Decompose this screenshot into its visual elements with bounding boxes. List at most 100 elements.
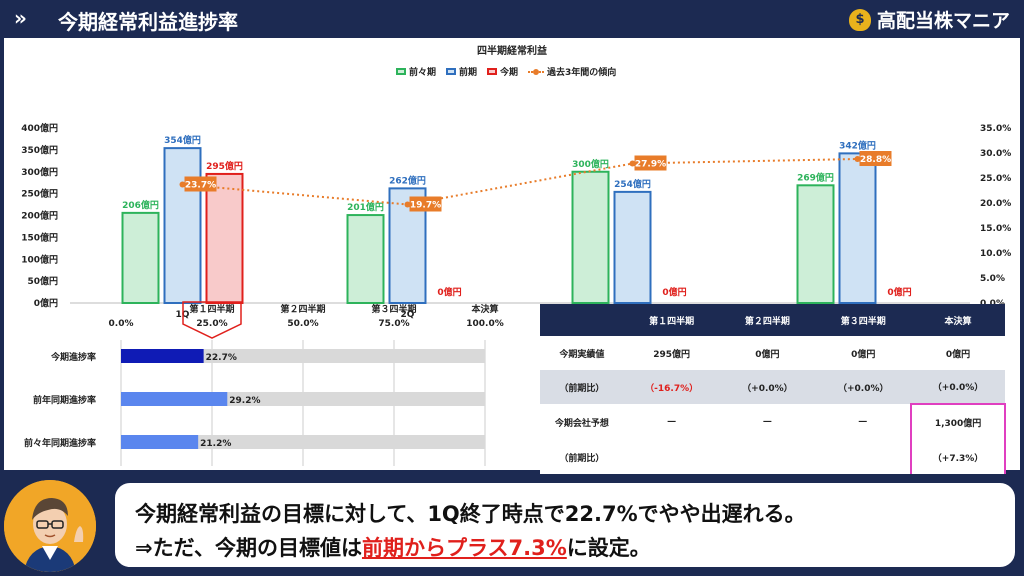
- legend-swatch: [446, 68, 457, 75]
- bar-1Q-1: [163, 147, 202, 304]
- progress-track: [121, 435, 485, 449]
- table-cell: —: [719, 404, 816, 440]
- table-header-cell: 第３四半期: [815, 304, 912, 336]
- data-label: 201億円: [347, 201, 384, 213]
- table-cell: （前期比）: [540, 370, 624, 404]
- y2-tick-label: 15.0%: [980, 224, 1011, 234]
- chart-legend: 前々期 前期 今期 過去3年間の傾向: [396, 65, 616, 78]
- table-cell: （+7.3%）: [910, 440, 1006, 477]
- y2-tick-label: 35.0%: [980, 124, 1011, 134]
- brand-logo: $ 高配当株マニア: [848, 6, 1010, 33]
- x-tick-label: 2Q: [401, 310, 415, 320]
- trend-label: 27.9%: [635, 160, 666, 170]
- speech-bubble: 今期経常利益の目標に対して、1Q終了時点で22.7%でやや出遅れる。 ⇒ただ、今…: [112, 480, 1018, 570]
- progress-chart: 0.0% 25.0% 50.0% 75.0% 100.0% 第１四半期 第２四半期 第３四半期…: [24, 301, 504, 466]
- legend-trend-marker: [528, 68, 545, 76]
- trend-point: [629, 160, 636, 167]
- table-cell: [719, 440, 816, 478]
- y-tick-label: 350億円: [21, 144, 58, 156]
- progress-bar: [121, 392, 228, 406]
- trend-label: 23.7%: [185, 181, 216, 191]
- data-label: 0億円: [662, 286, 686, 298]
- table-cell: （+0.0%）: [815, 370, 912, 404]
- bar-1Q-0: [121, 211, 160, 304]
- trend-label-box: [634, 155, 667, 171]
- progress-axis-label: 25.0%: [196, 319, 227, 329]
- trend-point: [404, 201, 411, 208]
- data-label: 0億円: [887, 286, 911, 298]
- progress-value: 21.2%: [200, 439, 231, 449]
- legend-swatch: [396, 68, 406, 75]
- table-header-cell: 第１四半期: [623, 304, 720, 336]
- message-line-1: 今期経常利益の目標に対して、1Q終了時点で22.7%でやや出遅れる。: [135, 502, 806, 526]
- bar-4Q-0: [796, 184, 835, 304]
- quarter-label: 第３四半期: [371, 303, 416, 315]
- message-suffix: に設定。: [566, 536, 651, 560]
- y-tick-label: 250億円: [21, 188, 58, 200]
- table-cell: [815, 440, 912, 478]
- bar-3Q-1: [613, 190, 652, 304]
- current-quarter-marker: [182, 301, 242, 339]
- y2-tick-label: 10.0%: [980, 249, 1011, 259]
- progress-row-label: 前々年同期進捗率: [24, 437, 96, 449]
- table-header-row: 第１四半期 第２四半期 第３四半期 本決算: [540, 304, 1005, 336]
- table-cell: 今期実績値: [540, 336, 624, 370]
- bar-3Q-0: [571, 170, 610, 304]
- y-tick-label: 100億円: [21, 253, 58, 265]
- avatar: [4, 480, 96, 572]
- legend-item-current: 今期: [487, 65, 518, 78]
- table-cell: （+0.0%）: [719, 370, 816, 404]
- table-cell: 0億円: [911, 336, 1005, 370]
- progress-track: [121, 349, 485, 363]
- progress-axis-label: 75.0%: [378, 319, 409, 329]
- legend-swatch: [487, 68, 498, 75]
- y-tick-label: 400億円: [21, 122, 58, 134]
- presenter-avatar-icon: [4, 480, 96, 572]
- brand-name: 高配当株マニア: [876, 10, 1010, 32]
- header-bar: » 今期経常利益進捗率 $ 高配当株マニア: [0, 0, 1024, 38]
- y2-tick-label: 25.0%: [980, 174, 1011, 184]
- legend-item-trend: 過去3年間の傾向: [528, 65, 616, 78]
- bar-2Q-0: [346, 214, 385, 304]
- table-row: （前期比） （+7.3%）: [540, 440, 1006, 478]
- trend-label: 28.8%: [860, 155, 891, 165]
- legend-label: 前期: [459, 68, 478, 78]
- quarter-label: 第２四半期: [280, 303, 325, 315]
- summary-table: 第１四半期 第２四半期 第３四半期 本決算 今期実績値 295億円 0億円 0億円 0億円 （前期…: [540, 304, 1006, 478]
- data-label: 300億円: [572, 158, 609, 170]
- legend-label: 今期: [500, 68, 519, 78]
- message-prefix: ⇒ただ、今期の目標値は: [135, 536, 362, 560]
- progress-row-label: 今期進捗率: [50, 351, 96, 363]
- message-line-2: ⇒ただ、今期の目標値は前期からプラス7.3%に設定。: [135, 531, 995, 565]
- data-label: 206億円: [122, 199, 159, 211]
- y-tick-label: 300億円: [21, 166, 58, 178]
- table-cell: （+0.0%）: [911, 370, 1005, 404]
- progress-axis-label: 0.0%: [109, 319, 134, 329]
- content-panel: 四半期経常利益 前々期 前期 今期 過去3年間の傾向 0億円 50億円 100億円 1…: [4, 38, 1020, 478]
- y-tick-label: 50億円: [27, 275, 58, 287]
- money-bag-icon: $: [848, 8, 871, 31]
- y2-tick-label: 30.0%: [980, 149, 1011, 159]
- quarter-label: 第１四半期: [189, 303, 234, 315]
- data-label: 342億円: [839, 139, 876, 151]
- legend-label: 前々期: [409, 68, 437, 78]
- table-cell: （-16.7%）: [623, 370, 720, 404]
- table-cell: 0億円: [815, 336, 912, 370]
- progress-axis-label: 100.0%: [466, 319, 504, 329]
- data-label: 269億円: [797, 171, 834, 183]
- table-cell: [623, 440, 720, 478]
- table-cell: —: [815, 404, 912, 440]
- trend-point: [179, 181, 186, 188]
- table-header-cell: 本決算: [911, 304, 1005, 336]
- progress-value: 29.2%: [229, 396, 260, 406]
- legend-item-prev: 前期: [446, 65, 477, 78]
- bar-4Q-1: [838, 152, 877, 304]
- message-area: 今期経常利益の目標に対して、1Q終了時点で22.7%でやや出遅れる。 ⇒ただ、今…: [0, 474, 1024, 576]
- chart-title: 四半期経常利益: [477, 46, 547, 57]
- trend-label: 19.7%: [410, 201, 441, 211]
- data-label: 354億円: [164, 134, 201, 146]
- progress-bar: [121, 349, 204, 363]
- quarter-label: 本決算: [471, 303, 498, 315]
- trend-line: [182, 158, 858, 206]
- data-label: 262億円: [389, 174, 426, 186]
